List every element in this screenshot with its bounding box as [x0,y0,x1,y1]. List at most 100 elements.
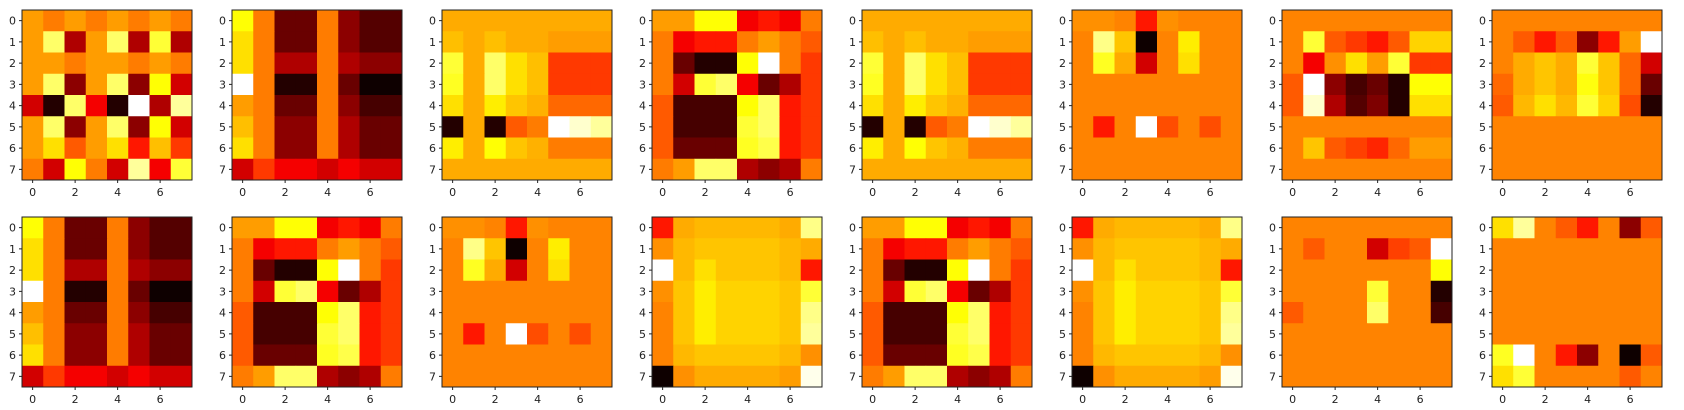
heatmap-cell-r4-c1 [463,95,485,117]
heatmap-cell-r7-c7 [1431,159,1453,181]
heatmap-cell-r0-c4 [1157,10,1179,32]
heatmap-cell-r0-c1 [463,217,485,239]
heatmap-cell-r4-c6 [360,95,382,117]
x-tick-label: 4 [1584,186,1591,199]
heatmap-cell-r2-c3 [1346,260,1368,282]
heatmap-cell-r7-c0 [1282,159,1304,181]
heatmap-cell-r1-c0 [1492,31,1514,53]
heatmap-cell-r6-c3 [1136,345,1158,367]
heatmap-cell-r5-c5 [758,323,780,345]
heatmap-cell-r2-c6 [150,53,172,75]
heatmap-cell-r7-c5 [968,366,990,388]
x-tick-label: 2 [1122,186,1129,199]
heatmap-cell-r2-c7 [801,53,823,75]
heatmap-cell-r4-c5 [128,95,150,117]
heatmap-cell-r3-c1 [1093,281,1115,303]
heatmap-cell-r5-c4 [527,323,549,345]
heatmap-cell-r7-c7 [381,159,403,181]
heatmap-cell-r7-c1 [1093,366,1115,388]
heatmap-cell-r4-c4 [1577,95,1599,117]
heatmap-cell-r7-c2 [905,159,927,181]
y-tick-label: 2 [219,264,226,277]
heatmap-cell-r5-c4 [317,116,339,138]
heatmap-cell-r1-c2 [485,31,507,53]
heatmap-cell-r2-c6 [360,260,382,282]
heatmap-cell-r3-c6 [570,281,592,303]
heatmap-cell-r5-c1 [883,323,905,345]
heatmap-cell-r6-c1 [1513,138,1535,160]
y-tick-label: 2 [1269,57,1276,70]
y-tick-label: 2 [219,57,226,70]
heatmap-cell-r6-c1 [43,138,65,160]
heatmap-cell-r0-c4 [947,217,969,239]
x-tick-label: 2 [72,393,79,406]
heatmap-cell-r7-c3 [716,159,738,181]
y-tick-label: 5 [639,121,646,134]
heatmap-cell-r5-c0 [652,323,674,345]
heatmap-cell-r6-c4 [1157,138,1179,160]
heatmap-cell-r6-c6 [570,138,592,160]
x-tick-label: 4 [744,393,751,406]
y-tick-label: 4 [9,307,16,320]
heatmap-svg: 012345670 2 4 6 [214,217,402,409]
heatmap-cell-r5-c5 [1388,116,1410,138]
heatmap-cell-r1-c2 [1535,238,1557,260]
heatmap-cell-r1-c4 [737,31,759,53]
heatmap-cell-r2-c1 [883,53,905,75]
heatmap-cell-r6-c1 [883,138,905,160]
heatmap-cell-r7-c1 [43,366,65,388]
heatmap-cell-r0-c1 [43,217,65,239]
heatmap-cell-r7-c5 [548,159,570,181]
heatmap-cell-r7-c0 [1492,159,1514,181]
heatmap-cell-r6-c6 [1200,138,1222,160]
y-tick-label: 5 [219,328,226,341]
heatmap-cell-r2-c0 [862,260,884,282]
y-tick-label: 5 [639,328,646,341]
heatmap-cell-r5-c5 [128,116,150,138]
heatmap-panel-row1-col6: 012345670246 [1054,10,1242,202]
heatmap-cell-r2-c7 [1431,260,1453,282]
heatmap-cell-r2-c5 [1178,53,1200,75]
heatmap-cell-r6-c0 [862,345,884,367]
y-tick-label: 0 [849,222,856,235]
heatmap-panel-row1-col5: 012345670246 [844,10,1032,202]
heatmap-cell-r0-c2 [1535,10,1557,32]
heatmap-cell-r2-c7 [1641,53,1663,75]
heatmap-cell-r5-c1 [673,116,695,138]
heatmap-cell-r2-c6 [780,53,802,75]
heatmap-cell-r6-c0 [1282,138,1304,160]
heatmap-cell-r5-c7 [1011,323,1033,345]
heatmap-cell-r7-c0 [862,159,884,181]
heatmap-cell-r5-c3 [1136,116,1158,138]
heatmap-cell-r1-c1 [1093,238,1115,260]
heatmap-cell-r2-c7 [1221,53,1243,75]
heatmap-cell-r2-c6 [990,260,1012,282]
heatmap-cell-r5-c6 [1200,116,1222,138]
y-tick-label: 1 [1479,36,1486,49]
heatmap-cell-r7-c0 [232,159,254,181]
y-tick-label: 1 [1059,243,1066,256]
heatmap-cell-r4-c5 [548,302,570,324]
y-tick-label: 6 [429,142,436,155]
heatmap-cell-r0-c1 [43,10,65,32]
heatmap-cell-r5-c4 [947,116,969,138]
heatmap-cell-r3-c0 [862,281,884,303]
heatmap-cell-r2-c2 [695,260,717,282]
heatmap-cell-r4-c4 [107,302,129,324]
heatmap-cell-r5-c3 [86,116,108,138]
heatmap-cell-r1-c1 [253,238,275,260]
heatmap-cell-r3-c0 [862,74,884,96]
x-tick-label: 4 [534,393,541,406]
heatmap-cell-r4-c5 [338,95,360,117]
heatmap-cell-r0-c5 [1388,10,1410,32]
heatmap-cell-r4-c3 [926,95,948,117]
heatmap-svg: 012345670 2 4 6 [1264,10,1452,202]
heatmap-cell-r5-c3 [1136,323,1158,345]
heatmap-cell-r0-c5 [1388,217,1410,239]
heatmap-cell-r2-c6 [990,53,1012,75]
heatmap-cell-r0-c6 [990,10,1012,32]
y-tick-label: 0 [1269,222,1276,235]
heatmap-cell-r5-c7 [1641,116,1663,138]
heatmap-cell-r3-c5 [758,74,780,96]
y-tick-label: 0 [1269,15,1276,28]
